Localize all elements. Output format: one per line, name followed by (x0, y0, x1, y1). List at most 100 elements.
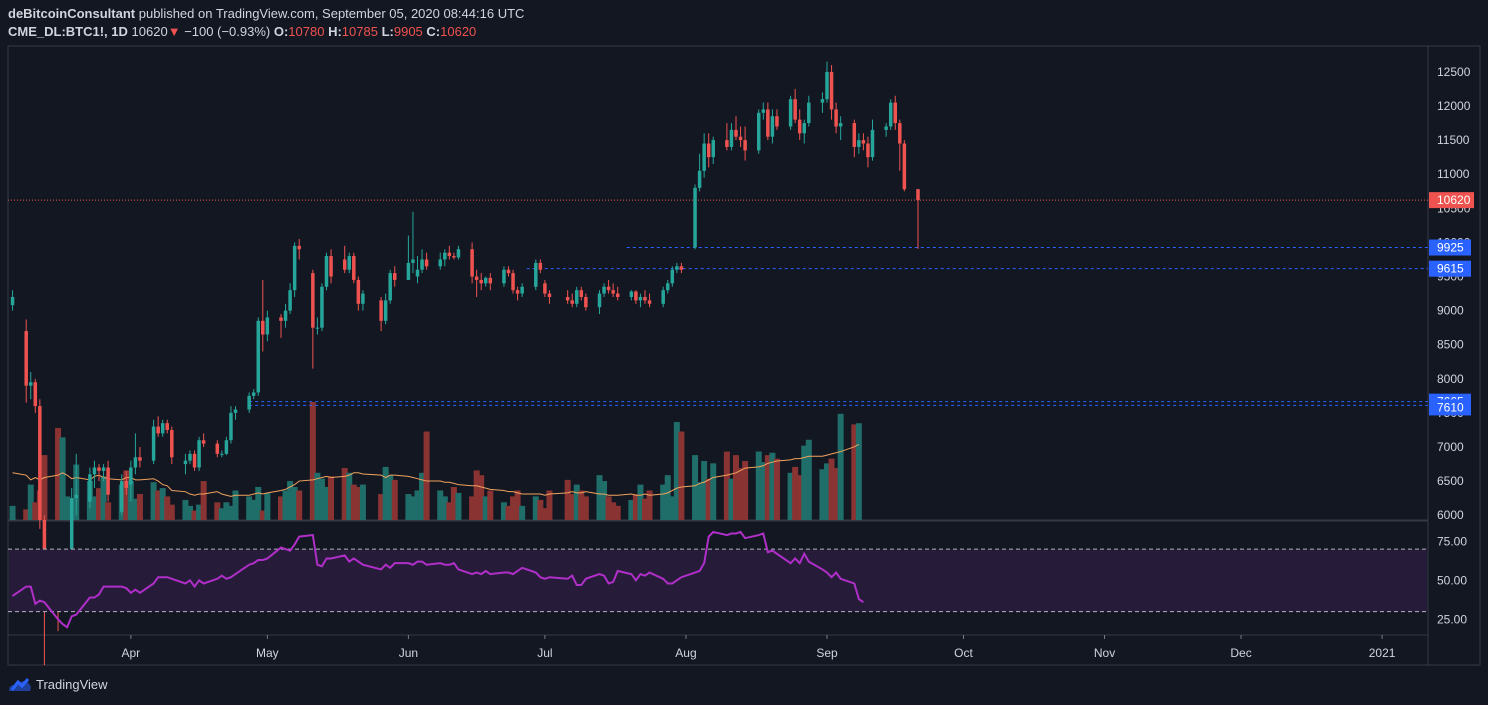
volume-bar (723, 451, 730, 520)
candle-body (342, 259, 347, 270)
close-label: C: (426, 24, 441, 39)
candle-body (224, 440, 229, 454)
candle-body (802, 123, 806, 134)
candle-body (233, 409, 238, 413)
price-pane (7, 45, 1429, 521)
candle-body (438, 259, 442, 267)
volume-bar (482, 496, 489, 520)
volume-bar (291, 486, 298, 520)
candle-body (411, 259, 415, 263)
candle-body (511, 273, 515, 291)
volume-bar (32, 502, 39, 520)
volume-bar (296, 490, 303, 520)
volume-bar (423, 431, 430, 520)
candle-body (502, 269, 506, 284)
volume-bar (537, 499, 544, 520)
candle-body (279, 317, 283, 321)
candle-body (634, 291, 638, 301)
volume-bar (391, 479, 398, 520)
volume-bar (833, 468, 840, 520)
candle-body (611, 290, 615, 294)
volume-bar (437, 490, 444, 520)
candle-body (383, 300, 388, 321)
tradingview-brand[interactable]: TradingView (8, 676, 108, 692)
candle-body (575, 290, 579, 304)
price-tick-label: 8500 (1437, 338, 1464, 352)
volume-bar (91, 496, 98, 520)
volume-bar (132, 498, 139, 520)
level-price-tag (1429, 260, 1471, 277)
volume-bar (196, 504, 203, 520)
volume-bar (441, 496, 448, 520)
volume-bar (510, 496, 517, 520)
ohlc-legend: CME_DL:BTC1!, 1D 10620▼ −100 (−0.93%) O:… (8, 24, 476, 39)
volume-bar (851, 424, 858, 520)
candle-body (229, 412, 233, 441)
candle-body (579, 290, 584, 297)
candle-body (515, 290, 520, 294)
rsi-line (11, 530, 864, 629)
candle-body (452, 256, 456, 258)
level-price-label: 9615 (1437, 262, 1464, 276)
volume-bar (419, 472, 426, 520)
candle-body (488, 277, 493, 284)
volume-bar (59, 437, 66, 520)
candle-body (379, 300, 383, 321)
candle-body (474, 276, 479, 280)
candle-body (160, 423, 165, 434)
volume-bar (328, 476, 335, 520)
candle-body (484, 277, 488, 284)
candle-body (420, 259, 424, 270)
candle-body (761, 109, 766, 113)
volume-bar (41, 455, 48, 520)
candle-body (570, 300, 574, 304)
candle-body (361, 293, 365, 304)
candle-body (138, 457, 142, 461)
candle-body (443, 252, 447, 260)
volume-bar (187, 505, 193, 520)
price-tick-label: 7000 (1437, 440, 1464, 454)
candle-body (766, 109, 770, 137)
volume-bar (664, 475, 671, 520)
volume-bar (450, 486, 457, 520)
candle-body (292, 245, 297, 291)
volume-bar (837, 413, 844, 520)
volume-bar (764, 455, 771, 520)
volume-bar (55, 427, 62, 520)
high-value: 10785 (341, 24, 378, 39)
close-value: 10620 (440, 24, 477, 39)
last-price-tag-label: 10620 (1437, 193, 1471, 207)
volume-bar (787, 472, 794, 520)
volume-bar (159, 488, 166, 520)
volume-bar (318, 478, 325, 520)
candle-body (711, 140, 715, 158)
volume-bar (669, 496, 676, 520)
candle-body (220, 453, 224, 455)
volume-bar (314, 472, 321, 520)
volume-bar (487, 490, 494, 520)
volume-bar (601, 481, 608, 520)
candle-body (356, 279, 361, 304)
candle-body (866, 143, 870, 158)
volume-bar (355, 486, 362, 520)
candle-body (825, 71, 829, 100)
candle-body (42, 520, 47, 550)
volume-bar (705, 478, 712, 520)
candle-body (702, 143, 706, 171)
volume-bar (632, 494, 639, 520)
interval-label: 1D (111, 24, 128, 39)
price-tick-label: 6500 (1437, 474, 1464, 488)
time-tick-label: Sep (816, 646, 838, 660)
candle-body (706, 143, 711, 158)
candle-body (470, 249, 474, 277)
price-tick-label: 12000 (1437, 99, 1471, 113)
candle-body (775, 116, 779, 127)
candle-body (615, 293, 620, 297)
time-tick-label: Jun (399, 646, 418, 660)
author-name[interactable]: deBitcoinConsultant (8, 6, 136, 21)
symbol-name: CME_DL:BTC1!, (8, 24, 108, 39)
rsi-tick-label: 75.00 (1437, 534, 1467, 548)
candle-body (69, 498, 74, 560)
candle-body (92, 467, 97, 475)
